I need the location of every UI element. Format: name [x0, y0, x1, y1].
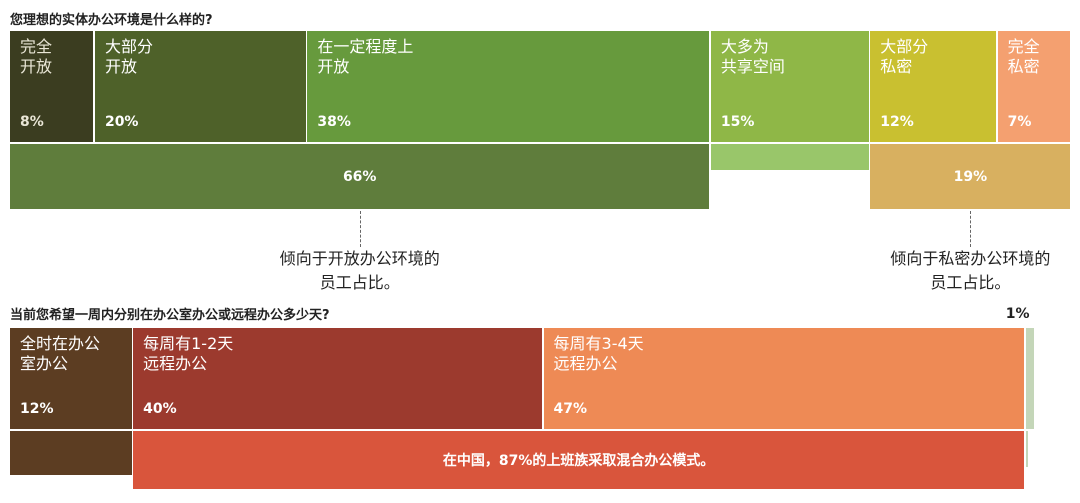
environment-bar-value: 8% [20, 114, 44, 130]
open-note: 倾向于开放办公环境的 员工占比。 [279, 249, 440, 292]
chart2-title: 当前您希望一周内分别在办公室办公或远程办公多少天? [10, 308, 330, 323]
environment-bar-label: 大多为 共享空间 [720, 37, 785, 76]
remote-bar-label: 全时在办公 室办公 [20, 334, 101, 373]
remote-bar-value: 40% [143, 401, 177, 417]
chart1-title: 您理想的实体办公环境是什么样的? [10, 13, 213, 28]
callout-dash [359, 211, 361, 247]
remote-bar-value: 1% [1005, 306, 1030, 322]
environment-bar-2: 大部分 开放 20% [94, 31, 306, 142]
office-continuation [10, 431, 132, 475]
environment-bar-label: 在一定程度上 开放 [317, 37, 414, 76]
shared-space-strip [710, 144, 869, 170]
callout-dash [970, 211, 972, 247]
remote-bar-label: 每周有1-2天 远程办公 [143, 334, 234, 373]
private-sum-bar: 19% [870, 144, 1071, 209]
environment-bar-label: 完全 开放 [20, 37, 53, 76]
environment-bar-value: 12% [880, 114, 914, 130]
environment-bar-value: 7% [1007, 114, 1032, 130]
environment-bar-4: 大多为 共享空间 15% [710, 31, 869, 142]
hybrid-sum-bar: 在中国，87%的上班族采取混合办公模式。 [133, 431, 1025, 489]
environment-bar-1: 完全 开放 8% [10, 31, 94, 142]
environment-bar-3: 在一定程度上 开放 38% [307, 31, 710, 142]
sum-value-label: 19% [953, 168, 988, 185]
environment-bar-value: 15% [720, 114, 755, 130]
environment-bar-5: 大部分 私密 12% [870, 31, 997, 142]
hybrid-sum-label: 在中国，87%的上班族采取混合办公模式。 [442, 453, 715, 469]
open-sum-bar: 66% [10, 144, 710, 209]
remote-bar-2: 每周有1-2天 远程办公 40% [133, 328, 542, 429]
environment-bar-value: 20% [104, 114, 139, 130]
remote-bar-1: 全时在办公 室办公 12% [10, 328, 132, 429]
sum-value-label: 66% [342, 168, 377, 185]
environment-bar-label: 完全 私密 [1007, 37, 1040, 76]
remote-bar-4 [1025, 328, 1035, 429]
environment-bar-label: 大部分 私密 [880, 37, 929, 76]
private-note: 倾向于私密办公环境的 员工占比。 [890, 249, 1051, 292]
environment-bar-6: 完全 私密 7% [997, 31, 1071, 142]
remote-bar-value: 47% [553, 401, 588, 417]
remote-bar-3: 每周有3-4天 远程办公 47% [543, 328, 1025, 429]
remote-bar-value: 12% [20, 401, 54, 417]
environment-bar-value: 38% [317, 114, 351, 130]
remote-bar-label: 每周有3-4天 远程办公 [553, 334, 644, 373]
remote-bar-4-continuation [1025, 431, 1028, 467]
environment-bar-label: 大部分 开放 [104, 37, 153, 76]
